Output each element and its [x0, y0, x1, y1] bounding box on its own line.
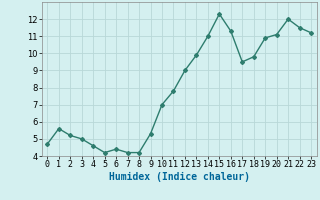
- X-axis label: Humidex (Indice chaleur): Humidex (Indice chaleur): [109, 172, 250, 182]
